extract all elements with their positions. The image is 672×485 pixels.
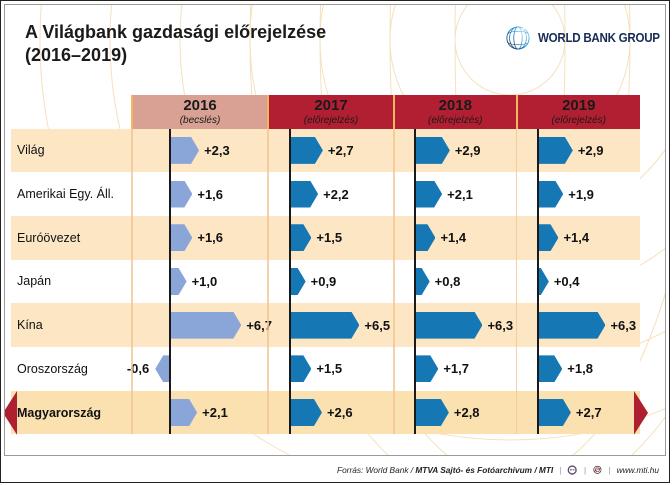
svg-text:MTVA: MTVA — [570, 469, 575, 472]
